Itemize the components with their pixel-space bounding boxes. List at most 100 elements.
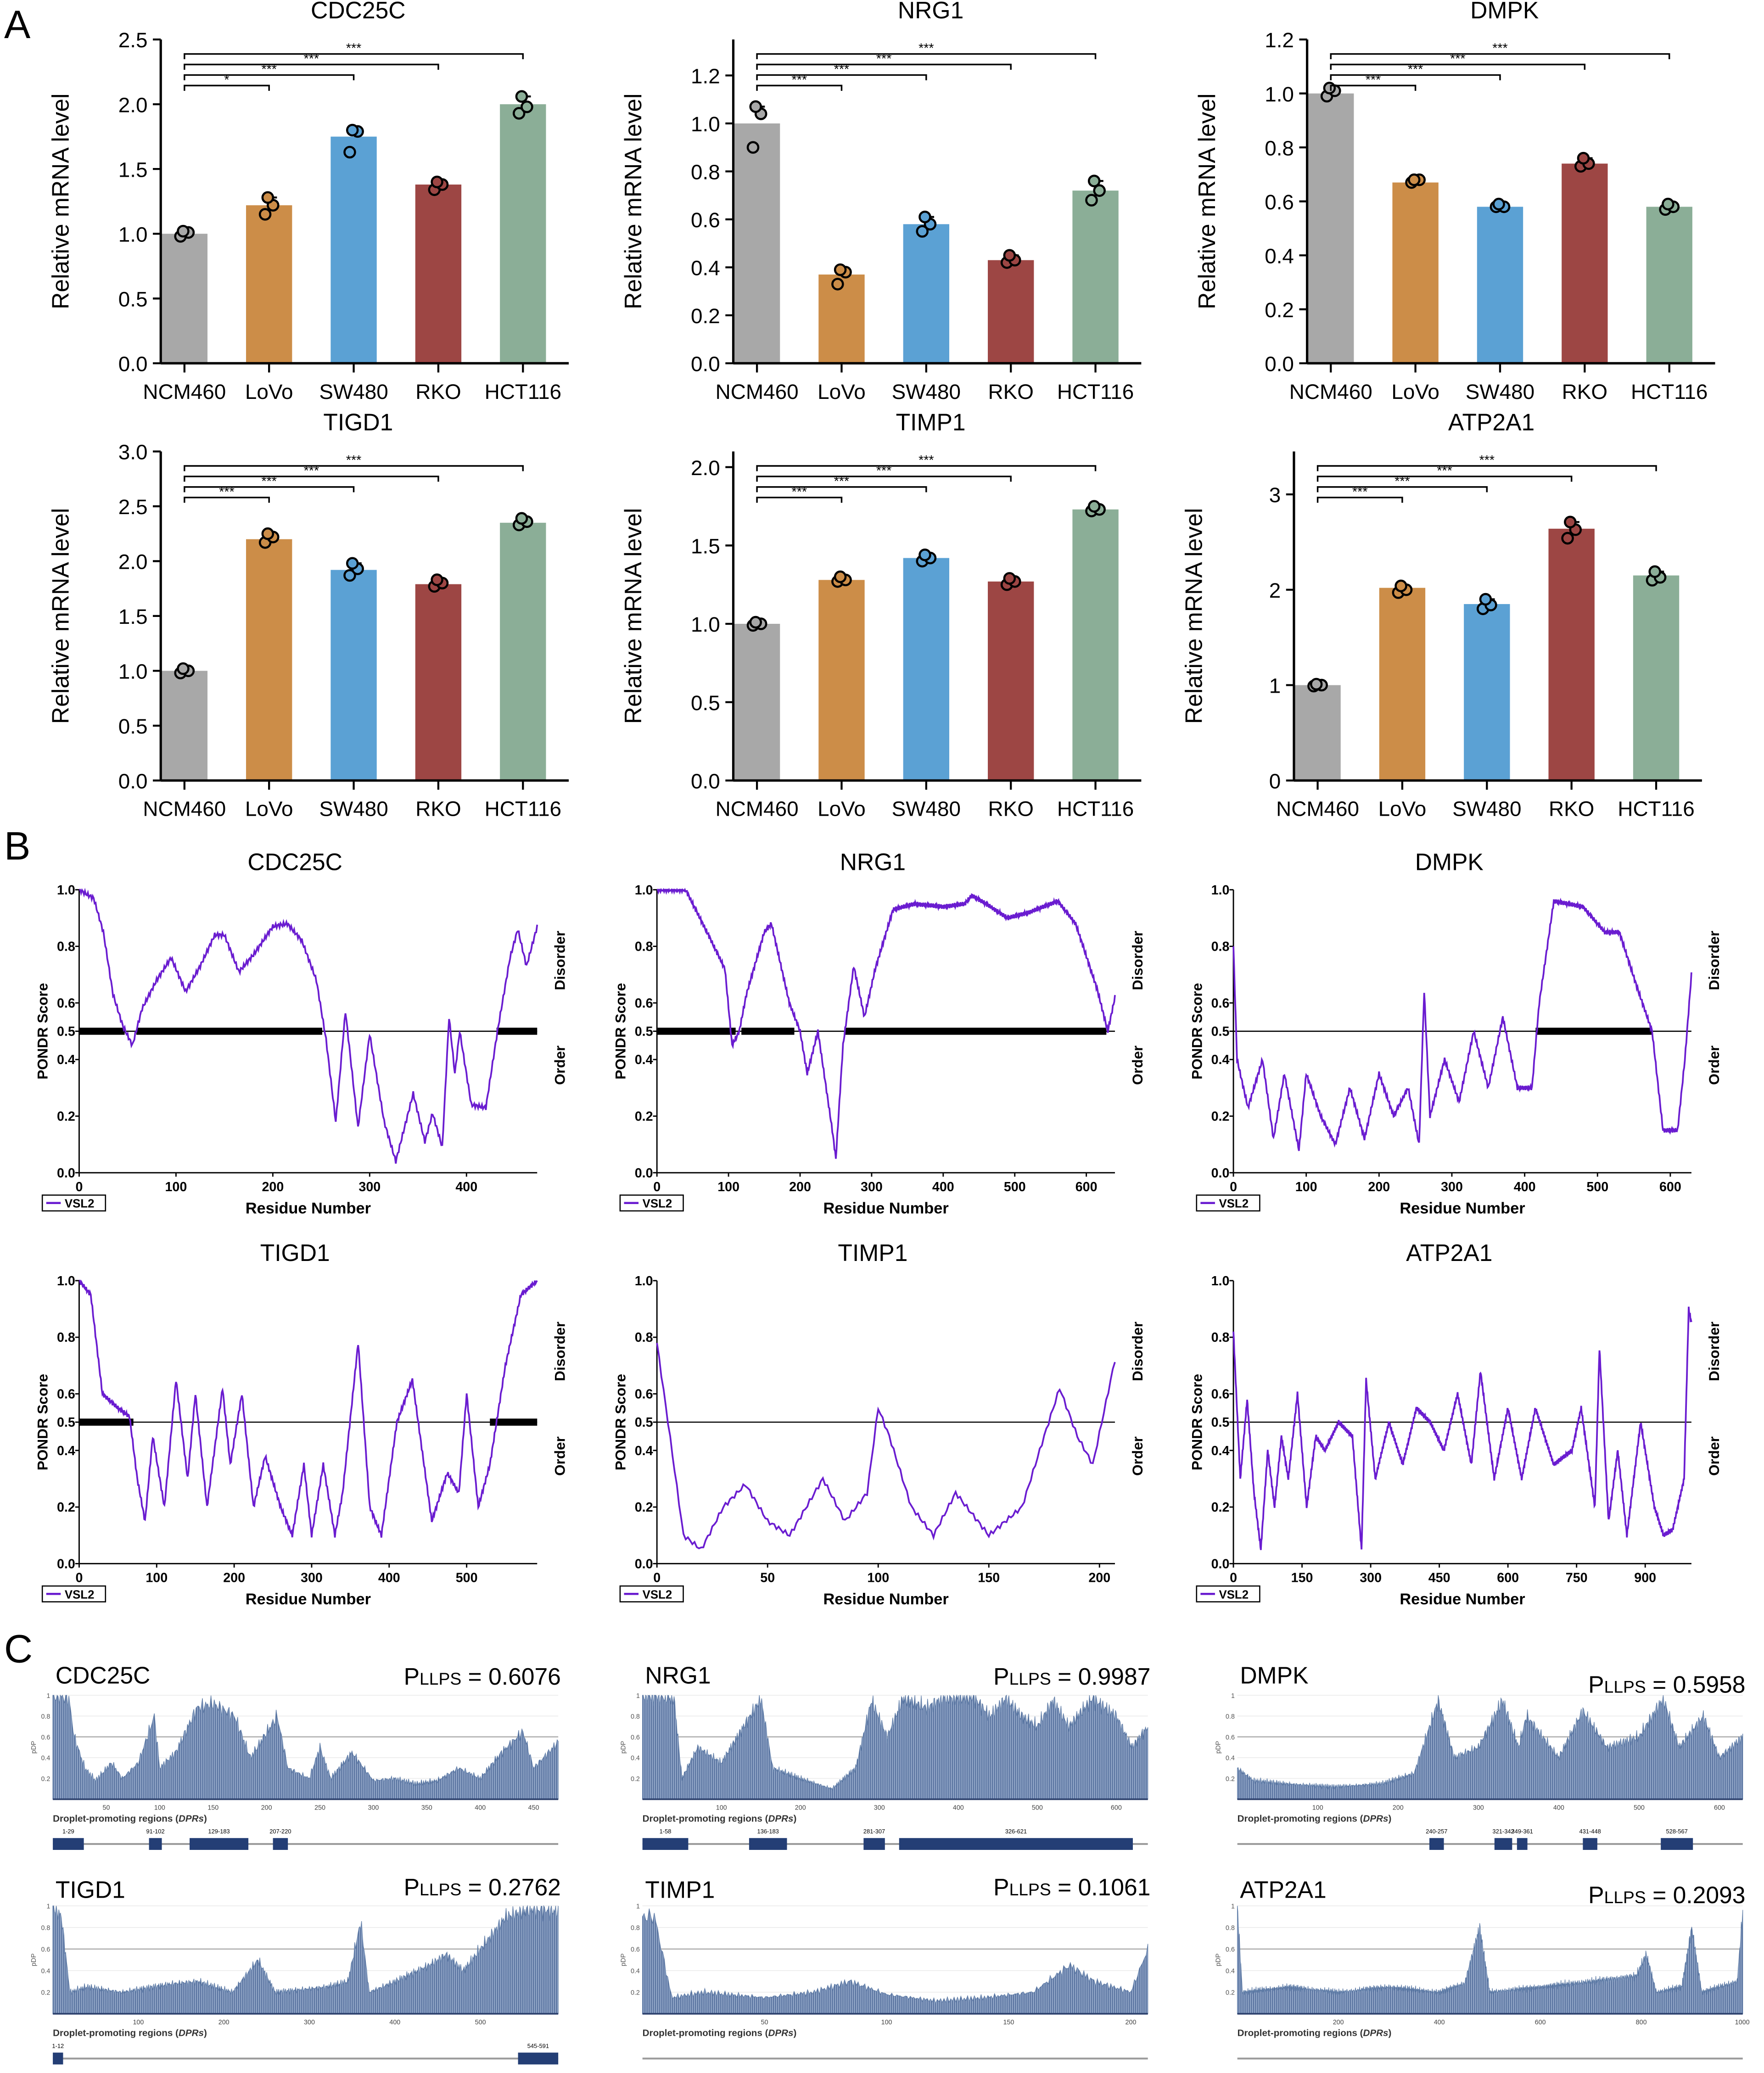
y-tick-label: 0.6 — [57, 996, 75, 1011]
significance-bracket — [184, 53, 524, 60]
x-tick-label: RKO — [415, 797, 461, 821]
x-tick-label: LoVo — [1378, 797, 1427, 821]
y-axis-label: pDP — [620, 1953, 627, 1966]
pllps-subscript: LLPS — [420, 1880, 461, 1899]
y-tick-label: 1.0 — [118, 660, 148, 684]
y-tick-label: 0.5 — [57, 1415, 75, 1430]
y-tick-label: 1.0 — [57, 1274, 75, 1289]
dpr-region-label: 129-183 — [208, 1828, 230, 1835]
x-tick-label: HCT116 — [1618, 797, 1694, 821]
x-tick-label: 0 — [75, 1570, 83, 1585]
y-axis-label: PONDR Score — [34, 1374, 51, 1470]
llps-chart-tigd1: TIGD1 PLLPS = 0.2762 0.2 0.4 0.6 0.8 1 pDP 100 20… — [30, 1874, 561, 2065]
legend: VSL2 — [1196, 1194, 1260, 1212]
x-tick-label: HCT116 — [1057, 380, 1134, 403]
x-tick-label: 0 — [75, 1180, 83, 1194]
dpr-heading: Droplet-promoting regions (DPRs) — [643, 1813, 797, 1824]
y-tick-label: 0.0 — [57, 1557, 75, 1571]
x-tick-label: 100 — [146, 1570, 168, 1585]
bar-chart-cdc25c: CDC25C Relative mRNA level NCM460 LoVo SW480… — [47, 0, 569, 403]
y-tick-label: 2 — [1269, 578, 1281, 602]
legend-label: VSL2 — [65, 1588, 95, 1601]
x-tick-label: RKO — [1562, 380, 1607, 403]
dpr-region — [749, 1838, 787, 1850]
x-tick-label: HCT116 — [1057, 797, 1134, 821]
llps-chart-cdc25c: CDC25C PLLPS = 0.6076 0.2 0.4 0.6 0.8 1 pDP 50 10… — [30, 1662, 561, 1850]
y-tick-label: 0.5 — [691, 691, 720, 715]
dpr-region-label: 281-307 — [863, 1828, 885, 1835]
x-tick-label: SW480 — [319, 380, 388, 403]
data-point — [749, 100, 762, 113]
disorder-label: Disorder — [1706, 931, 1722, 991]
pllps-score: PLLPS = 0.5958 — [1588, 1671, 1745, 1698]
y-axis-label: Relative mRNA level — [620, 94, 646, 309]
bar-lovo — [246, 205, 292, 364]
significance-bracket — [756, 84, 843, 91]
x-tick-label: 300 — [301, 1570, 323, 1585]
y-tick-label: 0.2 — [631, 1776, 640, 1783]
y-tick-label: 1 — [1269, 674, 1281, 698]
y-tick-label: 0.5 — [1211, 1415, 1230, 1430]
y-tick-label: 0.6 — [41, 1946, 50, 1954]
bar-rko — [1562, 163, 1608, 364]
significance-bracket — [756, 63, 1012, 70]
y-tick-label: 1 — [46, 1692, 50, 1700]
x-tick-label: 100 — [881, 2019, 892, 2026]
disorder-region-bar — [490, 1418, 538, 1426]
y-tick-label: 0.4 — [635, 1053, 653, 1067]
bar-chart-timp1: TIMP1 Relative mRNA level NCM460 LoVo SW480 R… — [620, 409, 1142, 821]
y-tick-label: 0.4 — [631, 1755, 640, 1762]
data-point — [1003, 249, 1016, 262]
dpr-heading-prefix: Droplet-promoting regions ( — [53, 2028, 179, 2039]
x-tick-label: LoVo — [245, 380, 293, 403]
x-tick-label: 50 — [103, 1804, 110, 1812]
x-tick-label: 200 — [261, 1804, 272, 1812]
dpr-heading-suffix: ) — [204, 1813, 207, 1824]
chart-title: TIGD1 — [56, 1877, 125, 1903]
pllps-symbol: P — [404, 1663, 420, 1690]
bar-rko — [415, 584, 462, 781]
y-tick-label: 0.8 — [57, 1330, 75, 1345]
bar-rko — [988, 581, 1034, 781]
y-axis-label: PONDR Score — [34, 983, 51, 1079]
y-tick-label: 0.6 — [1211, 996, 1230, 1011]
significance-bracket — [184, 84, 270, 91]
x-tick-label: 350 — [421, 1804, 432, 1812]
droplet-probability-area — [52, 1905, 559, 2014]
data-point — [746, 141, 760, 154]
dpr-region-label: 528-567 — [1666, 1828, 1688, 1835]
legend-label: VSL2 — [1219, 1198, 1249, 1210]
y-tick-label: 0.8 — [41, 1713, 50, 1720]
bar-lovo — [1392, 182, 1439, 364]
bar-chart-tigd1: TIGD1 Relative mRNA level NCM460 LoVo SW480 R… — [47, 409, 569, 821]
x-tick-label: HCT116 — [1631, 380, 1708, 403]
bar-sw480 — [330, 136, 377, 364]
dpr-region — [53, 2052, 63, 2065]
bar-hct116 — [1633, 575, 1680, 781]
dpr-region-label: 1-29 — [62, 1828, 74, 1835]
y-tick-label: 0.0 — [691, 352, 720, 376]
bar-chart-dmpk: DMPK Relative mRNA level NCM460 LoVo SW480 RK… — [1193, 0, 1715, 403]
y-tick-label: 0.6 — [1226, 1946, 1235, 1954]
dpr-region — [1429, 1838, 1444, 1850]
y-tick-label: 1.5 — [118, 605, 148, 628]
data-point — [918, 549, 931, 561]
dpr-region-label: 207-220 — [269, 1828, 291, 1835]
pllps-value: = 0.2762 — [461, 1874, 561, 1900]
x-tick-label: 200 — [795, 1804, 806, 1812]
dpr-region-label: 91-102 — [146, 1828, 164, 1835]
y-tick-label: 0.4 — [691, 256, 720, 280]
panel-label-b: B — [4, 824, 30, 868]
x-tick-label: 150 — [978, 1570, 1000, 1585]
x-tick-label: 200 — [262, 1180, 284, 1194]
llps-chart-timp1: TIMP1 PLLPS = 0.1061 0.2 0.4 0.6 0.8 1 pDP 50 100… — [620, 1874, 1150, 2060]
y-tick-label: 0.5 — [635, 1415, 653, 1430]
x-tick-label: 500 — [456, 1570, 478, 1585]
dpr-heading-suffix: ) — [204, 2028, 207, 2039]
chart-title: NRG1 — [645, 1662, 711, 1688]
y-tick-label: 0.8 — [635, 940, 653, 954]
y-tick-label: 0.6 — [635, 996, 653, 1011]
disorder-region-bar — [657, 1027, 736, 1035]
disorder-label: Disorder — [551, 931, 568, 991]
y-tick-label: 0.4 — [1211, 1444, 1230, 1458]
